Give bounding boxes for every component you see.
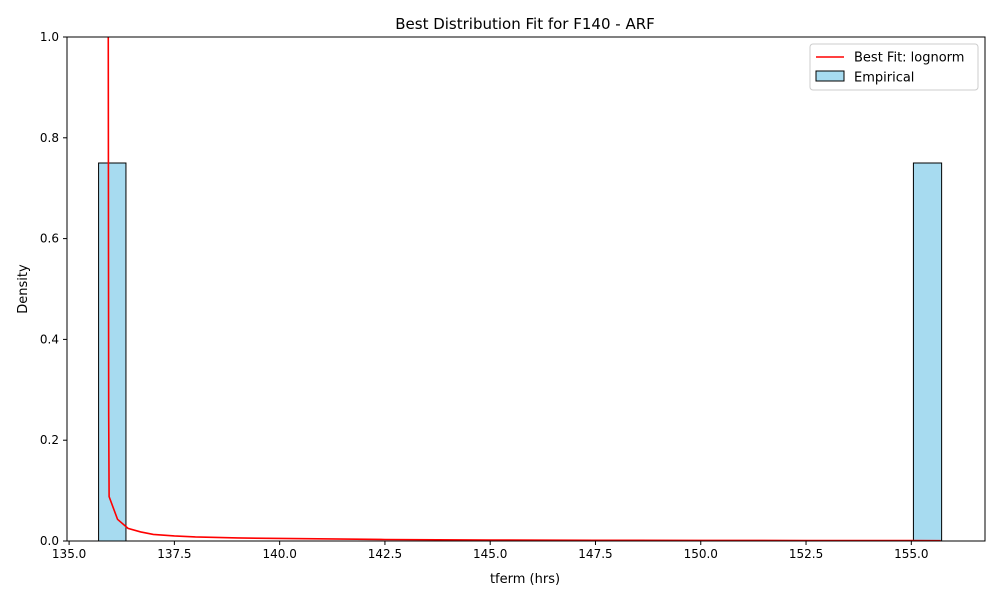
x-tick-label: 140.0 bbox=[262, 547, 296, 561]
x-tick-label: 147.5 bbox=[578, 547, 612, 561]
fit-curve-layer bbox=[107, 37, 941, 541]
fit-curve-line bbox=[107, 37, 941, 541]
legend-entry-fit: Best Fit: lognorm bbox=[854, 51, 964, 66]
x-tick-label: 142.5 bbox=[368, 547, 402, 561]
histogram-bars bbox=[98, 162, 943, 542]
y-tick-label: 0.2 bbox=[40, 433, 59, 447]
chart-title: Best Distribution Fit for F140 - ARF bbox=[395, 15, 655, 33]
legend: Best Fit: lognorm Empirical bbox=[809, 43, 979, 91]
y-axis-ticks: 0.0 0.2 0.4 0.6 0.8 1.0 bbox=[40, 30, 67, 548]
x-tick-label: 145.0 bbox=[473, 547, 507, 561]
x-tick-label: 152.5 bbox=[789, 547, 823, 561]
axes-frame bbox=[66, 36, 986, 542]
y-tick-label: 0.6 bbox=[40, 232, 59, 246]
legend-empirical-patch-icon bbox=[815, 70, 845, 82]
y-tick-label: 0.0 bbox=[40, 534, 59, 548]
x-tick-label: 155.0 bbox=[894, 547, 928, 561]
x-axis-ticks: 135.0 137.5 140.0 142.5 145.0 147.5 150.0 152.5… bbox=[52, 541, 928, 561]
legend-entry-empirical: Empirical bbox=[854, 71, 914, 86]
x-tick-label: 137.5 bbox=[157, 547, 191, 561]
y-tick-label: 0.8 bbox=[40, 131, 59, 145]
x-tick-label: 135.0 bbox=[52, 547, 86, 561]
y-tick-label: 0.4 bbox=[40, 332, 59, 346]
legend-box bbox=[809, 43, 979, 91]
y-tick-label: 1.0 bbox=[40, 30, 59, 44]
x-axis-label: tferm (hrs) bbox=[490, 572, 560, 587]
x-tick-label: 150.0 bbox=[684, 547, 718, 561]
histogram-bar bbox=[98, 162, 127, 542]
histogram-bar bbox=[912, 162, 943, 542]
y-axis-label: Density bbox=[16, 264, 31, 314]
